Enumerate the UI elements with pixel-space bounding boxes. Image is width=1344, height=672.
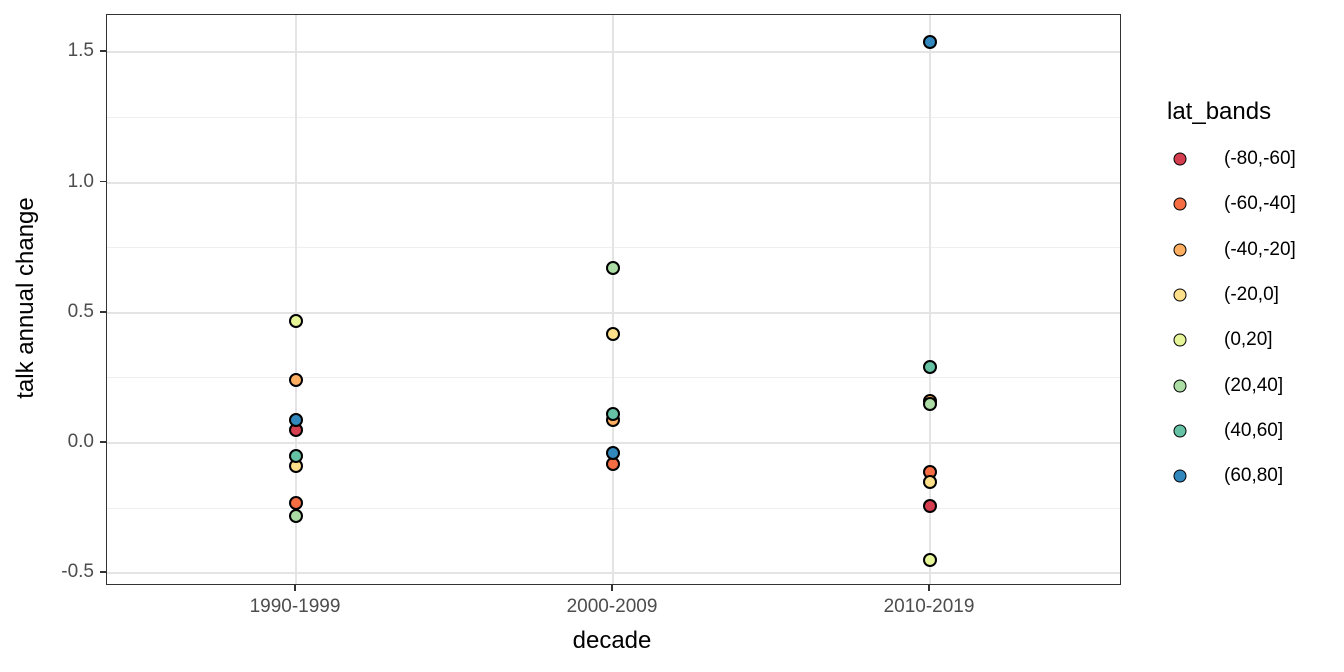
data-point <box>923 475 937 490</box>
major-gridline <box>612 15 614 584</box>
y-tick-label: 1.5 <box>67 40 94 62</box>
x-axis-tick <box>611 584 613 591</box>
legend-item-label: (40,60] <box>1224 419 1284 441</box>
y-axis-tick <box>100 180 106 183</box>
legend-item-label: (-80,-60] <box>1224 148 1296 169</box>
data-point <box>923 396 937 411</box>
data-point <box>923 498 937 513</box>
x-axis-tick <box>294 584 296 591</box>
legend-title: lat_bands <box>1167 98 1272 125</box>
data-point <box>923 34 937 49</box>
x-tick-label: 1990-1999 <box>249 596 341 617</box>
legend-key-circle <box>1173 243 1187 257</box>
x-axis-tick <box>928 584 930 591</box>
y-axis-title: talk annual change <box>12 197 39 399</box>
x-tick-label: 2000-2009 <box>566 596 658 617</box>
y-tick-label: 0.5 <box>67 300 94 322</box>
legend-item-label: (-40,-20] <box>1224 238 1296 260</box>
data-point <box>289 412 303 427</box>
data-point <box>606 407 620 422</box>
data-point <box>289 495 303 510</box>
y-tick-label: 0.0 <box>67 431 94 452</box>
data-point <box>923 360 937 375</box>
y-axis-tick <box>100 441 106 443</box>
y-axis-tick <box>100 571 106 574</box>
major-gridline <box>929 15 931 584</box>
major-gridline <box>295 15 297 584</box>
y-tick-label: -0.5 <box>61 561 94 583</box>
legend-item-label: (60,80] <box>1224 465 1284 487</box>
legend-item-label: (0,20] <box>1224 329 1273 351</box>
data-point <box>289 508 303 523</box>
legend-key-circle <box>1173 333 1187 347</box>
data-point <box>606 261 620 276</box>
data-point <box>289 313 303 328</box>
data-point <box>606 446 620 461</box>
data-point <box>606 326 620 341</box>
y-tick-label: 1.0 <box>67 170 94 192</box>
data-point <box>923 553 937 568</box>
legend-item-label: (-20,0] <box>1224 283 1279 305</box>
legend-key-circle <box>1173 288 1187 302</box>
y-axis-tick <box>100 50 106 53</box>
legend-key-circle <box>1173 469 1187 483</box>
data-point <box>289 373 303 388</box>
legend-key-circle <box>1173 424 1187 438</box>
x-axis-title: decade <box>572 627 652 654</box>
legend-key-circle <box>1173 152 1187 166</box>
data-point <box>289 449 303 464</box>
legend-item-label: (-60,-40] <box>1224 193 1296 215</box>
x-tick-label: 2010-2019 <box>883 596 975 617</box>
plot-panel <box>106 14 1121 585</box>
legend-item-label: (20,40] <box>1224 374 1284 396</box>
legend-key-circle <box>1173 197 1187 211</box>
legend-key-circle <box>1173 379 1187 392</box>
y-axis-tick <box>100 310 106 313</box>
